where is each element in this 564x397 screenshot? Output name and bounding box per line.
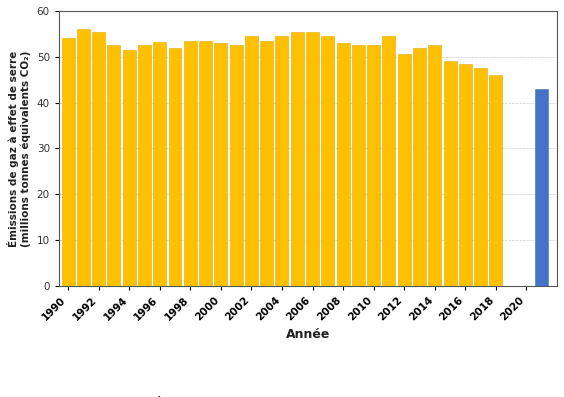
Bar [428, 45, 441, 286]
Bar [321, 36, 334, 286]
Bar [459, 64, 472, 286]
Y-axis label: Émissions de gaz à effet de serre
(millions tonnes équivalents CO₂): Émissions de gaz à effet de serre (milli… [7, 50, 31, 247]
Bar [138, 45, 151, 286]
Bar [535, 89, 548, 286]
Bar [230, 45, 243, 286]
Bar [398, 54, 411, 286]
Bar [443, 62, 457, 286]
Bar [214, 43, 227, 286]
Bar [169, 48, 182, 286]
Bar [382, 36, 395, 286]
Bar [474, 68, 487, 286]
Bar [199, 41, 212, 286]
Bar [291, 32, 304, 286]
Bar [337, 43, 350, 286]
Bar [413, 48, 426, 286]
Bar [367, 45, 380, 286]
Bar [153, 42, 166, 286]
Bar [77, 29, 90, 286]
Bar [92, 32, 105, 286]
Bar [260, 41, 273, 286]
Bar [245, 36, 258, 286]
Bar [122, 50, 136, 286]
Bar [352, 45, 365, 286]
Bar [490, 75, 503, 286]
Bar [306, 32, 319, 286]
Bar [184, 41, 197, 286]
Bar [107, 45, 120, 286]
Bar [275, 36, 288, 286]
Legend: Émissions totales, Objectif selon la loi sur le CO₂: Émissions totales, Objectif selon la loi… [131, 393, 484, 397]
X-axis label: Année: Année [286, 328, 330, 341]
Bar [61, 39, 74, 286]
